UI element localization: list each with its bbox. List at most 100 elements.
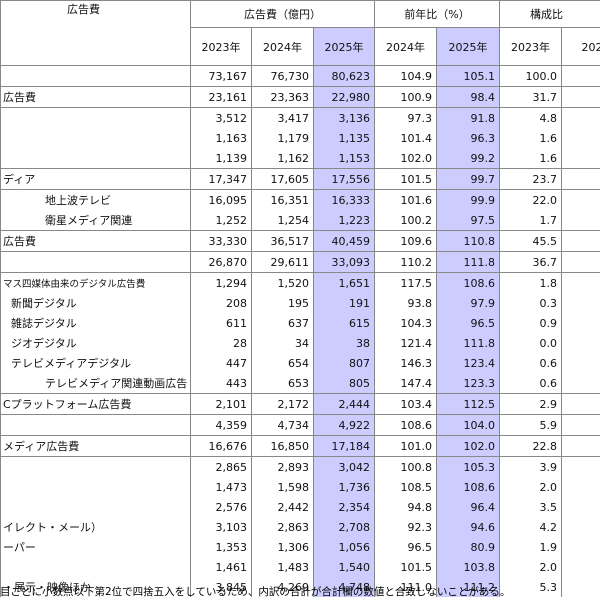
- cell: 76,730: [251, 65, 314, 87]
- cell: 104.3: [374, 313, 438, 333]
- cell: 1,294: [190, 272, 252, 293]
- cell: [561, 333, 600, 353]
- table-row: テレビメディア関連動画広告 443 653 805 147.4 123.3 0.6: [0, 373, 600, 394]
- cell: 1,353: [190, 537, 252, 557]
- cell: 108.6: [374, 414, 438, 436]
- row-label: [0, 128, 191, 148]
- cell: 17,184: [312, 435, 376, 457]
- cell: 105.1: [436, 65, 501, 87]
- cell: 447: [190, 353, 252, 373]
- cell: [561, 414, 600, 436]
- cell: 108.5: [374, 477, 438, 497]
- row-label: [0, 107, 191, 128]
- cell: 23,161: [190, 86, 252, 108]
- cell: 100.2: [374, 210, 438, 231]
- cell: 102.0: [374, 148, 438, 169]
- table-row: ーパー 1,353 1,306 1,056 96.5 80.9 1.9: [0, 537, 600, 557]
- cell: 100.9: [374, 86, 438, 108]
- group-header: 広告費（億円）: [189, 0, 376, 28]
- cell: 117.5: [374, 272, 438, 293]
- cell: 4,748: [312, 577, 376, 597]
- table-body: 73,16776,73080,623104.9105.1100.010広告費23…: [0, 65, 600, 597]
- cell: 111.8: [436, 251, 501, 273]
- cell: 4,269: [251, 577, 314, 597]
- cell: [561, 293, 600, 313]
- cell: 2: [561, 189, 600, 210]
- cell: 4.2: [499, 517, 563, 537]
- cell: 2,354: [312, 497, 376, 517]
- cell: 615: [312, 313, 376, 333]
- cell: 3: [561, 251, 600, 273]
- cell: 101.5: [374, 168, 438, 190]
- cell: [561, 477, 600, 497]
- cell: 653: [251, 373, 314, 394]
- cell: [561, 537, 600, 557]
- row-label: Cプラットフォーム広告費: [0, 393, 191, 415]
- cell: 110.2: [374, 251, 438, 273]
- cell: 40,459: [312, 230, 376, 252]
- cell: 2,893: [251, 456, 314, 477]
- cell: 3.5: [499, 497, 563, 517]
- cell: 17,605: [251, 168, 314, 190]
- cell: 22,980: [312, 86, 376, 108]
- cell: 22.8: [499, 435, 563, 457]
- column-header: 2025年: [312, 27, 376, 66]
- cell: 104.9: [374, 65, 438, 87]
- row-label: [0, 251, 191, 273]
- cell: 3,417: [251, 107, 314, 128]
- cell: [561, 456, 600, 477]
- table-row: 雑誌デジタル 611 637 615 104.3 96.5 0.9: [0, 313, 600, 333]
- cell: 0.3: [499, 293, 563, 313]
- cell: 3,042: [312, 456, 376, 477]
- cell: 191: [312, 293, 376, 313]
- cell: 103.8: [436, 557, 501, 577]
- cell: 1,163: [190, 128, 252, 148]
- cell: 31.7: [499, 86, 563, 108]
- cell: 96.5: [374, 537, 438, 557]
- cell: 1.6: [499, 148, 563, 169]
- row-label: イレクト・メール）: [0, 517, 191, 537]
- cell: 2: [561, 435, 600, 457]
- cell: 109.6: [374, 230, 438, 252]
- cell: 2.0: [499, 557, 563, 577]
- cell: 637: [251, 313, 314, 333]
- column-header: 2024年: [251, 27, 314, 66]
- cell: 10: [561, 65, 600, 87]
- cell: 17,556: [312, 168, 376, 190]
- cell: 1,254: [251, 210, 314, 231]
- cell: 33,093: [312, 251, 376, 273]
- row-label: 新聞デジタル: [0, 293, 191, 313]
- cell: 101.4: [374, 128, 438, 148]
- row-label: [0, 414, 191, 436]
- cell: 121.4: [374, 333, 438, 353]
- cell: 2,172: [251, 393, 314, 415]
- cell: 99.2: [436, 148, 501, 169]
- cell: 1,483: [251, 557, 314, 577]
- cell: 100.8: [374, 456, 438, 477]
- cell: 4.8: [499, 107, 563, 128]
- cell: 108.6: [436, 477, 501, 497]
- row-label: テレビメディア関連動画広告: [0, 373, 191, 394]
- cell: 96.4: [436, 497, 501, 517]
- row-label: [0, 497, 191, 517]
- cell: 80.9: [436, 537, 501, 557]
- cell: 80,623: [312, 65, 376, 87]
- cell: [561, 353, 600, 373]
- cell: 147.4: [374, 373, 438, 394]
- cell: 4,359: [190, 414, 252, 436]
- cell: 443: [190, 373, 252, 394]
- cell: 2.9: [499, 393, 563, 415]
- cell: 103.4: [374, 393, 438, 415]
- row-label: ーパー: [0, 537, 191, 557]
- cell: 1,179: [251, 128, 314, 148]
- cell: 2,863: [251, 517, 314, 537]
- cell: 26,870: [190, 251, 252, 273]
- row-label: ジオデジタル: [0, 333, 191, 353]
- cell: 16,850: [251, 435, 314, 457]
- column-header: 2024年: [561, 27, 600, 66]
- cell: 1,473: [190, 477, 252, 497]
